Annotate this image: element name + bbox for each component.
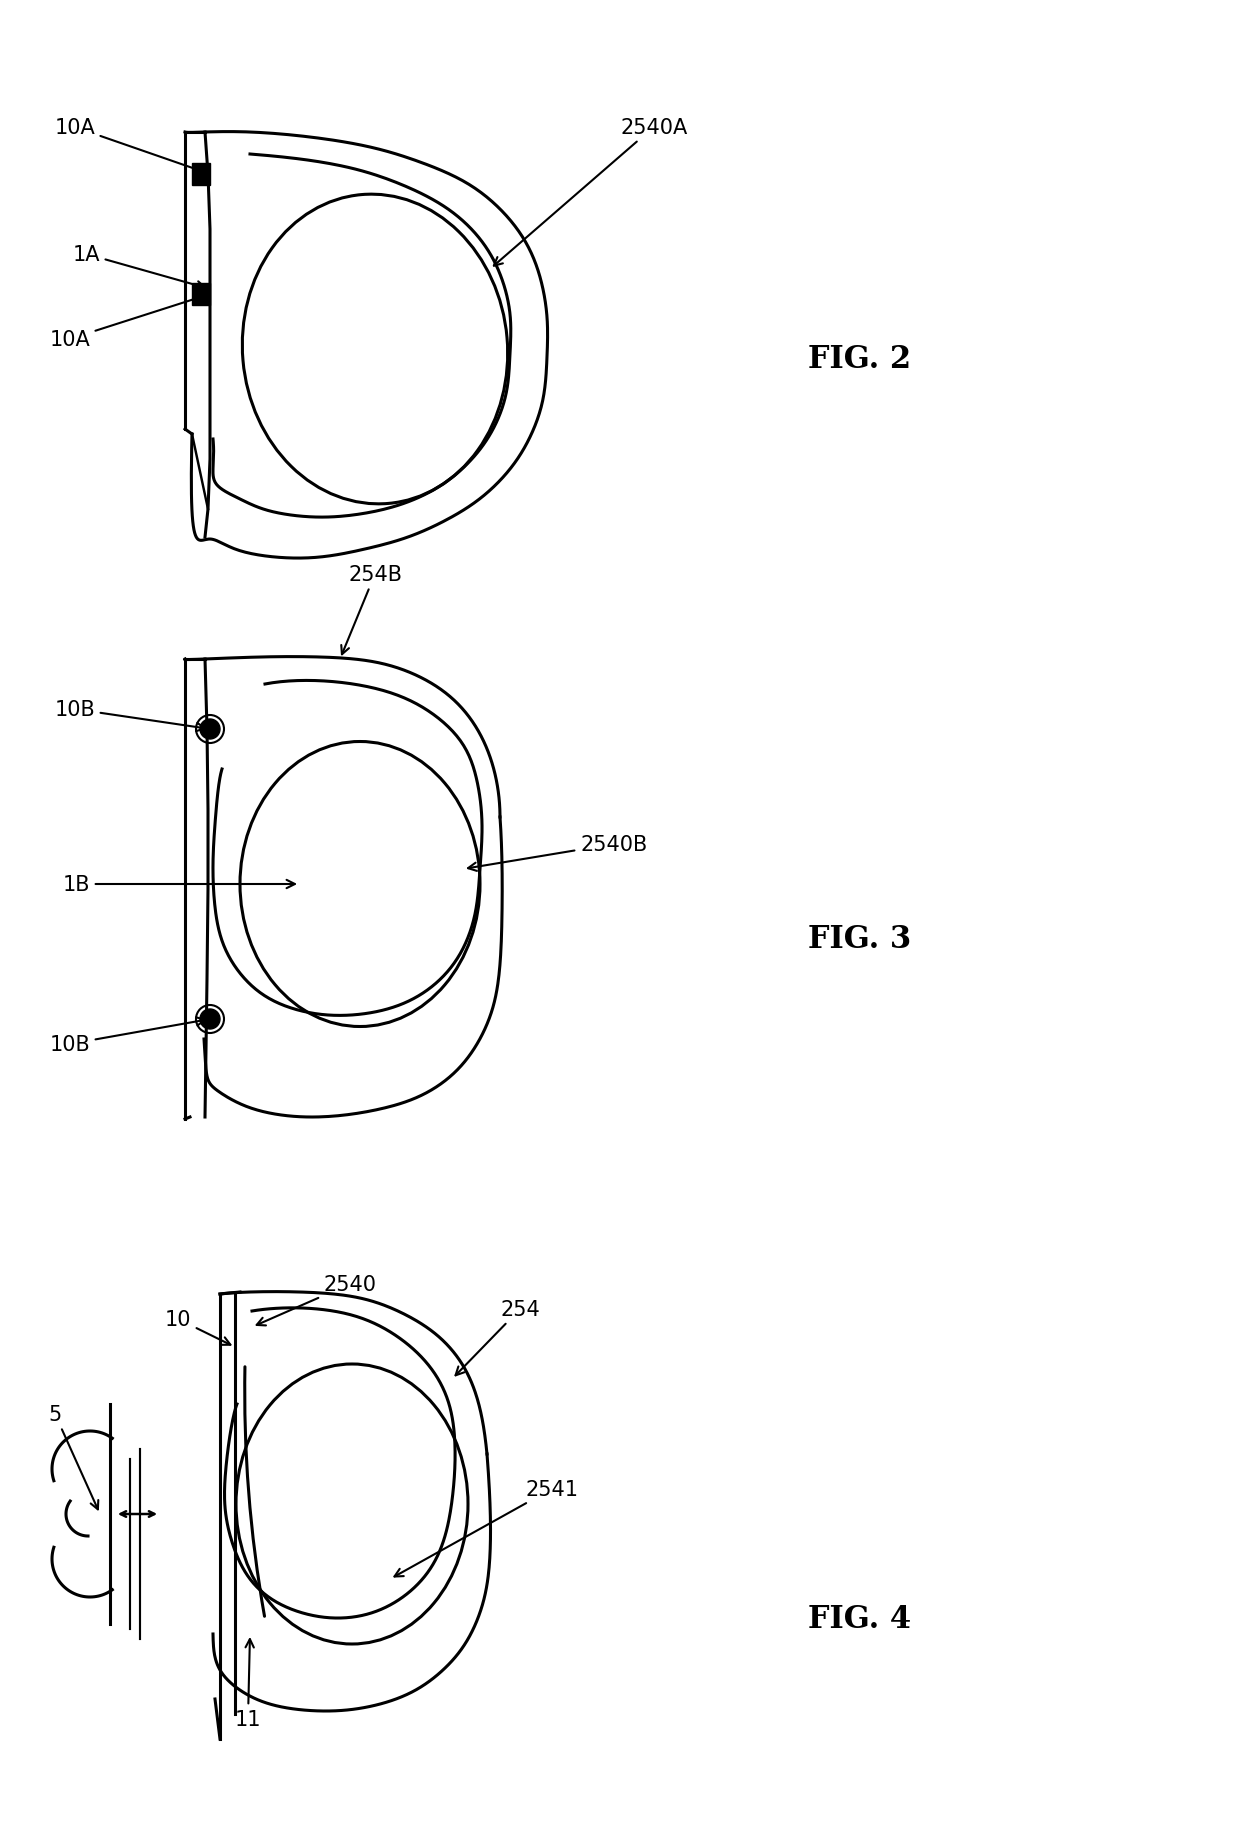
- Text: 2540A: 2540A: [494, 118, 687, 266]
- Circle shape: [200, 1009, 219, 1029]
- Text: 2540B: 2540B: [467, 835, 647, 872]
- Text: 10: 10: [165, 1308, 231, 1345]
- Text: 10A: 10A: [50, 296, 205, 349]
- Text: 10B: 10B: [50, 1018, 205, 1055]
- Text: 254: 254: [455, 1299, 539, 1375]
- Bar: [192, 164, 210, 187]
- Text: 2541: 2541: [394, 1478, 578, 1576]
- Text: 254B: 254B: [341, 565, 402, 654]
- Text: 1B: 1B: [62, 874, 295, 894]
- Text: 2540: 2540: [257, 1275, 377, 1325]
- Text: FIG. 4: FIG. 4: [808, 1604, 911, 1635]
- Text: FIG. 3: FIG. 3: [808, 924, 911, 955]
- Text: 10A: 10A: [55, 118, 205, 174]
- Text: 10B: 10B: [55, 700, 205, 732]
- Text: 5: 5: [48, 1404, 98, 1510]
- Circle shape: [200, 719, 219, 739]
- Bar: [192, 285, 210, 305]
- Text: FIG. 2: FIG. 2: [808, 344, 911, 375]
- Text: 1A: 1A: [72, 246, 205, 290]
- Text: 11: 11: [234, 1639, 262, 1730]
